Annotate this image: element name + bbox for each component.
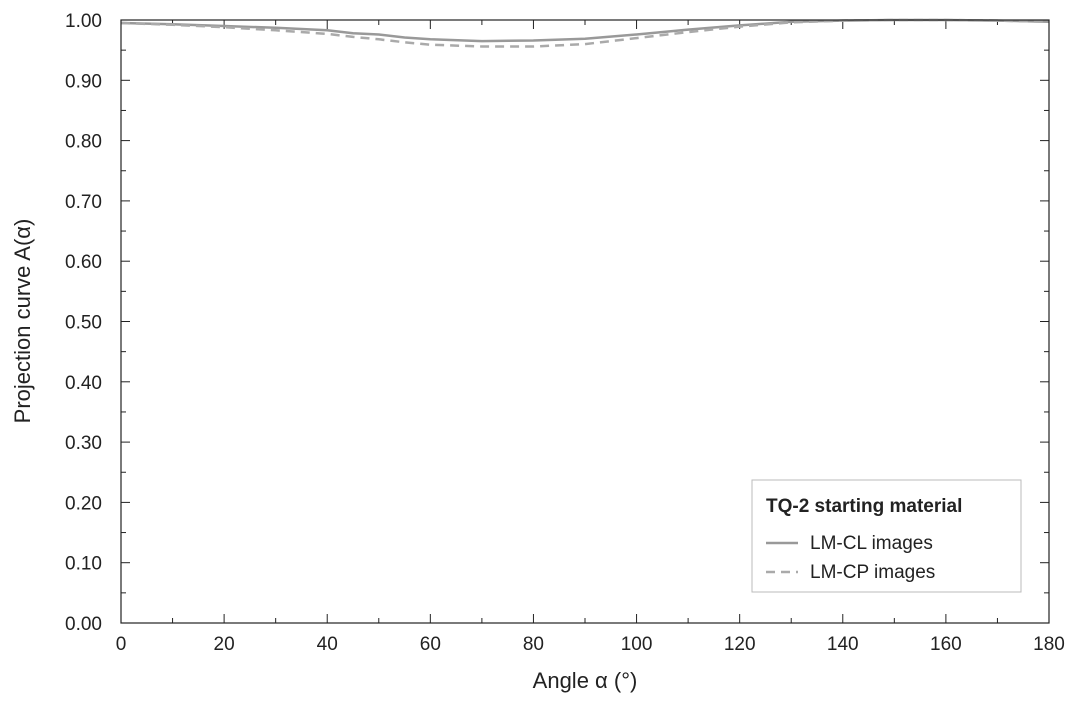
legend-label-series-1: LM-CL images [810, 533, 933, 554]
x-tick-label: 160 [930, 634, 962, 655]
y-tick-label: 0.00 [65, 614, 102, 635]
legend-box [751, 479, 1022, 593]
y-tick-label: 0.40 [65, 373, 102, 394]
tick-labels: 0 20 40 60 80 100 120 140 160 180 0.00 0.10 0.20 0.30… [65, 11, 1065, 655]
y-tick-label: 0.50 [65, 313, 102, 334]
y-tick-label: 0.30 [65, 433, 102, 454]
y-tick-label: 0.70 [65, 192, 102, 213]
legend: TQ-2 starting material LM-CL images LM-C… [751, 479, 1022, 593]
y-tick-label: 0.10 [65, 554, 102, 575]
y-axis-title: Projection curve A(α) [10, 219, 35, 424]
x-tick-label: 60 [420, 634, 441, 655]
x-tick-label: 40 [317, 634, 338, 655]
legend-label-series-2: LM-CP images [810, 562, 935, 583]
y-tick-label: 0.80 [65, 132, 102, 153]
y-tick-label: 0.20 [65, 493, 102, 514]
x-axis-title: Angle α (°) [533, 668, 638, 693]
x-tick-label: 140 [827, 634, 859, 655]
x-tick-label: 20 [214, 634, 235, 655]
y-tick-label: 1.00 [65, 11, 102, 32]
x-tick-label: 80 [523, 634, 544, 655]
x-tick-label: 180 [1033, 634, 1065, 655]
x-tick-label: 120 [724, 634, 756, 655]
plot-area-frame [120, 19, 1050, 624]
legend-title: TQ-2 starting material [766, 496, 962, 517]
x-tick-label: 0 [116, 634, 127, 655]
x-tick-label: 100 [621, 634, 653, 655]
y-tick-label: 0.60 [65, 252, 102, 273]
y-tick-label: 0.90 [65, 71, 102, 92]
